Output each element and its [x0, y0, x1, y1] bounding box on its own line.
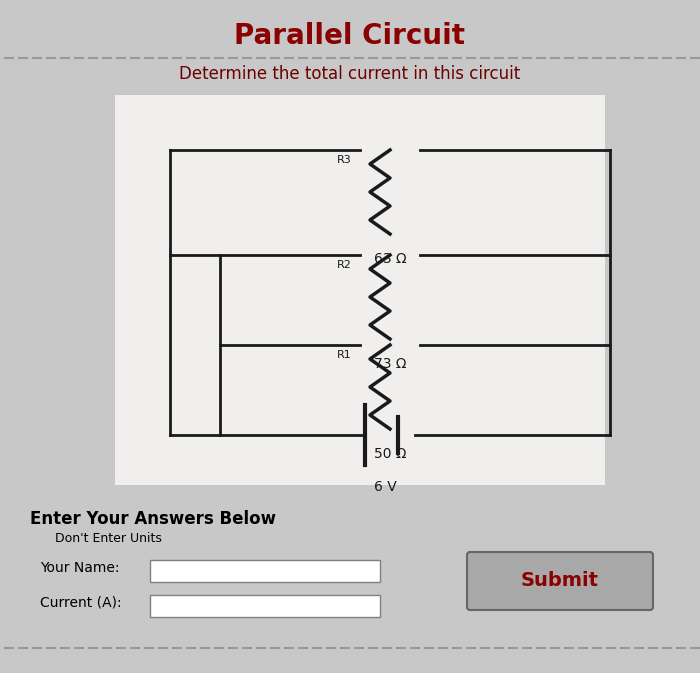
Text: R3: R3 — [337, 155, 352, 165]
Text: 63 Ω: 63 Ω — [374, 252, 406, 266]
Text: Your Name:: Your Name: — [40, 561, 120, 575]
Text: 50 Ω: 50 Ω — [374, 447, 406, 461]
Text: R2: R2 — [337, 260, 352, 270]
Text: Don't Enter Units: Don't Enter Units — [55, 532, 162, 545]
Text: Enter Your Answers Below: Enter Your Answers Below — [30, 510, 276, 528]
FancyBboxPatch shape — [467, 552, 653, 610]
Text: 6 V: 6 V — [374, 480, 396, 494]
Text: Submit: Submit — [521, 571, 599, 590]
Bar — [150, 595, 380, 617]
Text: R1: R1 — [337, 350, 352, 360]
Text: Current (A):: Current (A): — [40, 596, 122, 610]
Text: Parallel Circuit: Parallel Circuit — [234, 22, 466, 50]
Bar — [115, 95, 605, 485]
Text: 73 Ω: 73 Ω — [374, 357, 406, 371]
Text: Determine the total current in this circuit: Determine the total current in this circ… — [179, 65, 521, 83]
Bar — [150, 560, 380, 582]
